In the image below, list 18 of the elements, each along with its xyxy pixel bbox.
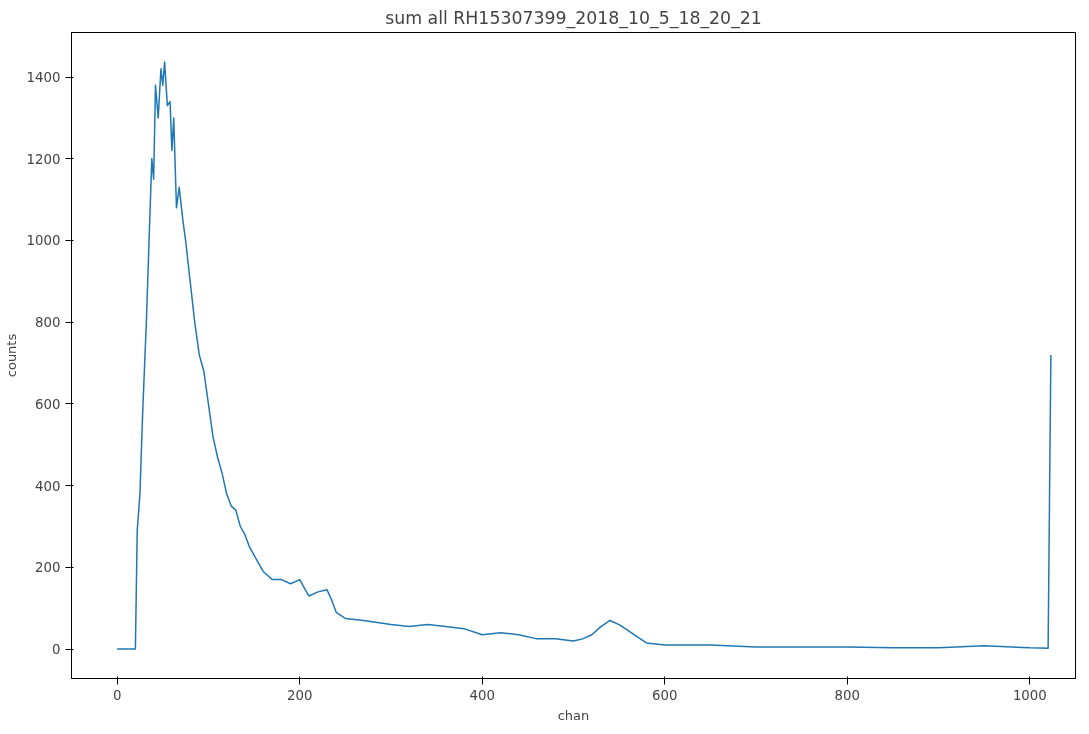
y-axis-title: counts: [3, 333, 19, 378]
x-tick-label: 1000: [1012, 687, 1047, 703]
line-series: [116, 61, 1052, 650]
chart-title: sum all RH15307399_2018_10_5_18_20_21: [385, 7, 762, 29]
y-tick-label: 400: [35, 478, 61, 494]
x-axis-title: chan: [557, 707, 590, 723]
y-tick-label: 0: [52, 642, 61, 658]
y-tick-label: 600: [35, 396, 61, 412]
x-tick-label: 800: [834, 687, 861, 703]
y-tick-label: 1000: [26, 233, 61, 249]
x-tick-label: 600: [652, 687, 678, 703]
y-tick-label: 1200: [26, 151, 61, 167]
x-tick-label: 0: [112, 687, 122, 703]
y-tick-label: 800: [35, 315, 61, 331]
y-tick-label: 1400: [26, 70, 61, 86]
x-tick-label: 200: [286, 687, 313, 703]
y-tick-label: 200: [35, 560, 61, 576]
x-tick-label: 400: [469, 687, 495, 703]
